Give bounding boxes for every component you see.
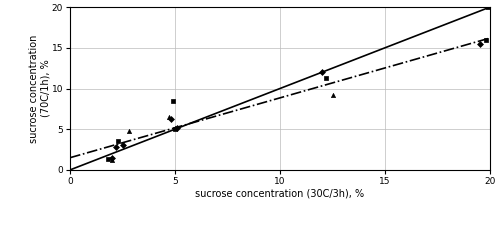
Point bbox=[112, 145, 120, 149]
Y-axis label: sucrose concentration
(70C/1h), %: sucrose concentration (70C/1h), % bbox=[28, 34, 50, 143]
Point bbox=[328, 93, 336, 97]
X-axis label: sucrose concentration (30C/3h), %: sucrose concentration (30C/3h), % bbox=[196, 189, 364, 199]
Point bbox=[171, 127, 179, 131]
Point bbox=[108, 156, 116, 160]
Point bbox=[173, 126, 181, 130]
Point bbox=[167, 117, 175, 121]
Point bbox=[171, 126, 179, 130]
Point bbox=[482, 38, 490, 42]
Point bbox=[169, 99, 177, 103]
Point bbox=[484, 5, 492, 9]
Point bbox=[108, 158, 116, 162]
Point bbox=[318, 70, 326, 74]
Point bbox=[118, 143, 126, 147]
Point bbox=[322, 76, 330, 80]
Point bbox=[104, 157, 112, 161]
Point bbox=[476, 42, 484, 46]
Point bbox=[114, 139, 122, 143]
Point bbox=[164, 115, 172, 119]
Point bbox=[125, 129, 133, 133]
